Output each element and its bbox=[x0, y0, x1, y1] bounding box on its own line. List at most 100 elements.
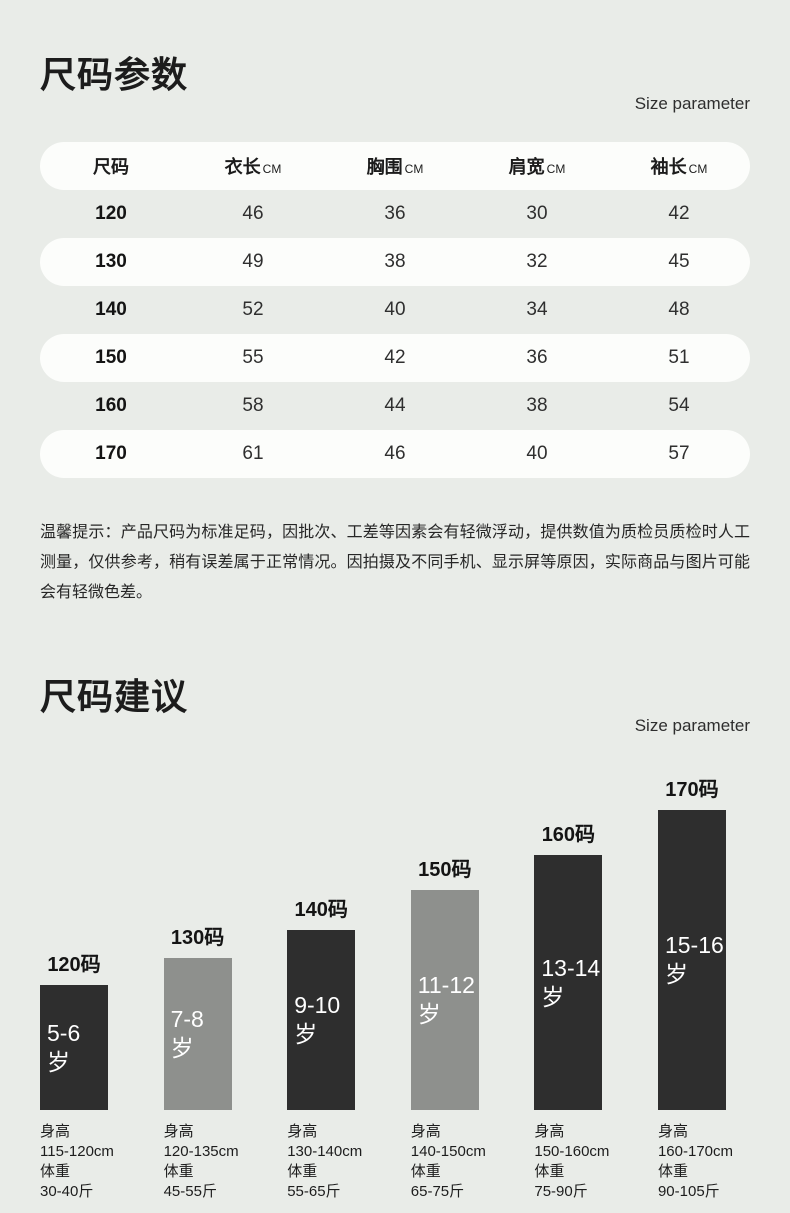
age-unit: 岁 bbox=[417, 1001, 441, 1027]
chart-column-170: 170码 15-16 岁 身高 160-170cm 体重 90-105斤 bbox=[657, 760, 750, 1202]
age-range: 13-14 bbox=[541, 954, 601, 981]
size-suggestion-section: 尺码建议 Size parameter 120码 5-6 岁 身高 115-12… bbox=[40, 668, 750, 1202]
value-cell: 30 bbox=[526, 203, 548, 224]
chart-column-160: 160码 13-14 岁 身高 150-160cm 体重 75-90斤 bbox=[534, 760, 626, 1202]
bar-stack: 120码 5-6 岁 bbox=[40, 760, 132, 1110]
column-header-unit: CM bbox=[404, 162, 424, 176]
table-row: 130 49 38 32 45 bbox=[40, 238, 750, 286]
stat-label: 体重 bbox=[534, 1163, 565, 1180]
value-cell: 32 bbox=[526, 251, 548, 272]
bar-age-label: 7-8 岁 bbox=[164, 1005, 204, 1063]
stat-label: 体重 bbox=[410, 1163, 441, 1180]
value-cell: 40 bbox=[526, 443, 548, 464]
stat-value: 90-105斤 bbox=[657, 1183, 720, 1200]
bar-size-label: 150码 bbox=[418, 859, 472, 881]
size-table: 尺码 衣长 CM 胸围 CM 肩宽 CM 袖长 CM 120 46 36 bbox=[40, 142, 750, 478]
section-title: 尺码建议 bbox=[40, 676, 189, 717]
column-header-unit: CM bbox=[262, 162, 282, 176]
value-cell: 36 bbox=[526, 347, 548, 368]
bar-age-label: 5-6 岁 bbox=[40, 1019, 80, 1077]
stat-label: 体重 bbox=[657, 1163, 688, 1180]
age-unit: 岁 bbox=[170, 1035, 194, 1061]
column-header-label: 袖长 bbox=[650, 157, 687, 177]
bar-size-label: 130码 bbox=[170, 927, 225, 949]
stat-value: 140-150cm bbox=[410, 1143, 486, 1160]
age-range: 9-10 bbox=[294, 992, 341, 1018]
bar-stack: 130码 7-8 岁 bbox=[163, 760, 256, 1110]
stat-label: 身高 bbox=[410, 1123, 441, 1140]
stat-label: 体重 bbox=[40, 1163, 71, 1180]
bar-age-label: 15-16 岁 bbox=[658, 931, 724, 989]
value-cell: 54 bbox=[668, 395, 690, 416]
value-cell: 36 bbox=[384, 203, 406, 224]
table-row: 160 58 44 38 54 bbox=[40, 382, 750, 430]
size-bar-chart: 120码 5-6 岁 身高 115-120cm 体重 30-40斤 bbox=[40, 760, 750, 1202]
section-head: 尺码建议 Size parameter bbox=[40, 668, 750, 735]
bar-size-label: 160码 bbox=[541, 824, 596, 846]
size-cell: 140 bbox=[95, 299, 127, 320]
stat-value: 75-90斤 bbox=[534, 1183, 588, 1200]
size-cell: 170 bbox=[95, 443, 127, 464]
chart-column-130: 130码 7-8 岁 身高 120-135cm 体重 45-55斤 bbox=[163, 760, 256, 1202]
bar-info: 身高 150-160cm 体重 75-90斤 bbox=[534, 1122, 626, 1202]
column-header-chest: 胸围 CM bbox=[324, 153, 466, 179]
size-cell: 120 bbox=[95, 203, 127, 224]
size-bar: 11-12 岁 bbox=[410, 890, 479, 1110]
stat-value: 30-40斤 bbox=[40, 1183, 94, 1200]
stat-value: 150-160cm bbox=[534, 1143, 610, 1160]
bar-info: 身高 140-150cm 体重 65-75斤 bbox=[411, 1122, 503, 1202]
stat-label: 体重 bbox=[163, 1163, 194, 1180]
value-cell: 57 bbox=[668, 443, 690, 464]
chart-column-140: 140码 9-10 岁 身高 130-140cm 体重 55-65斤 bbox=[287, 760, 379, 1202]
value-cell: 42 bbox=[668, 203, 690, 224]
column-header-unit: CM bbox=[546, 162, 566, 176]
stat-value: 45-55斤 bbox=[163, 1183, 217, 1200]
value-cell: 51 bbox=[668, 347, 690, 368]
size-bar: 5-6 岁 bbox=[40, 985, 108, 1110]
value-cell: 46 bbox=[384, 443, 406, 464]
bar-info: 身高 120-135cm 体重 45-55斤 bbox=[164, 1122, 256, 1202]
column-header-length: 衣长 CM bbox=[182, 153, 324, 179]
bar-size-label: 120码 bbox=[47, 954, 101, 976]
value-cell: 45 bbox=[668, 251, 690, 272]
column-header-label: 胸围 bbox=[366, 157, 403, 177]
bar-info: 身高 160-170cm 体重 90-105斤 bbox=[658, 1122, 750, 1202]
bar-info: 身高 130-140cm 体重 55-65斤 bbox=[287, 1122, 379, 1202]
table-row: 120 46 36 30 42 bbox=[40, 190, 750, 238]
age-unit: 岁 bbox=[664, 961, 688, 987]
bar-age-label: 9-10 岁 bbox=[287, 991, 340, 1049]
column-header-label: 衣长 bbox=[224, 157, 261, 177]
stat-value: 130-140cm bbox=[287, 1143, 363, 1160]
notice-text: 温馨提示：产品尺码为标准足码，因批次、工差等因素会有轻微浮动，提供数值为质检员质… bbox=[40, 524, 750, 601]
column-header-sleeve: 袖长 CM bbox=[608, 153, 750, 179]
value-cell: 49 bbox=[242, 251, 264, 272]
bar-info: 身高 115-120cm 体重 30-40斤 bbox=[40, 1122, 132, 1202]
bar-age-label: 13-14 岁 bbox=[534, 954, 600, 1012]
stat-label: 身高 bbox=[163, 1123, 194, 1140]
age-unit: 岁 bbox=[541, 983, 565, 1010]
page-title: 尺码参数 bbox=[40, 54, 189, 95]
value-cell: 46 bbox=[242, 203, 264, 224]
bar-stack: 140码 9-10 岁 bbox=[287, 760, 379, 1110]
bar-stack: 160码 13-14 岁 bbox=[534, 760, 626, 1110]
stat-label: 身高 bbox=[287, 1123, 318, 1140]
value-cell: 48 bbox=[668, 299, 690, 320]
age-unit: 岁 bbox=[47, 1048, 70, 1075]
column-header-size: 尺码 bbox=[40, 153, 182, 179]
bar-stack: 150码 11-12 岁 bbox=[410, 760, 503, 1110]
column-header-label: 肩宽 bbox=[508, 157, 545, 177]
size-cell: 160 bbox=[95, 395, 127, 416]
chart-column-120: 120码 5-6 岁 身高 115-120cm 体重 30-40斤 bbox=[40, 760, 132, 1202]
table-row: 170 61 46 40 57 bbox=[40, 430, 750, 478]
bar-age-label: 11-12 岁 bbox=[411, 971, 475, 1029]
age-unit: 岁 bbox=[294, 1021, 318, 1047]
size-bar: 9-10 岁 bbox=[287, 930, 356, 1110]
age-range: 15-16 bbox=[664, 932, 724, 958]
size-bar: 13-14 岁 bbox=[534, 855, 603, 1110]
column-header-unit: CM bbox=[688, 162, 708, 176]
size-cell: 130 bbox=[95, 251, 127, 272]
value-cell: 38 bbox=[526, 395, 548, 416]
value-cell: 55 bbox=[242, 347, 264, 368]
bar-size-label: 140码 bbox=[294, 899, 348, 921]
